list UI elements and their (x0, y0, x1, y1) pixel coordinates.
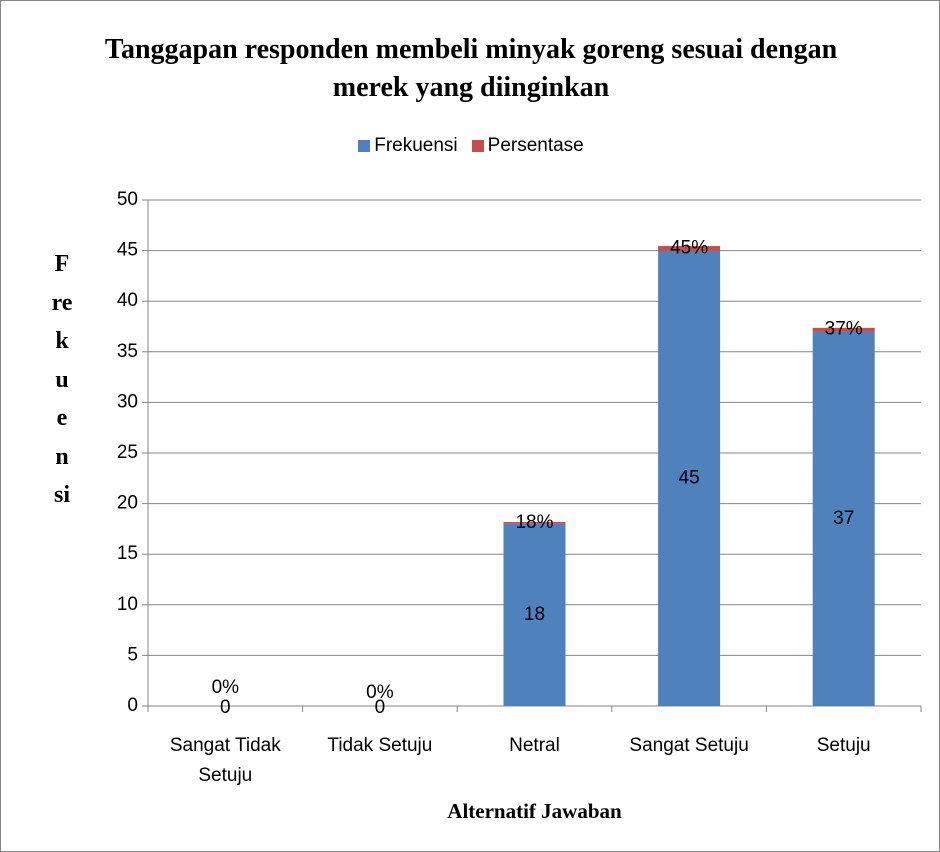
legend-item: Frekuensi (358, 135, 458, 157)
bar-segment (503, 523, 566, 706)
y-tick-label: 0 (127, 695, 138, 716)
bar-segment (503, 522, 566, 524)
data-label: 0% (212, 677, 240, 698)
y-tick-label: 10 (117, 594, 138, 615)
y-tick-label: 25 (117, 442, 138, 463)
y-tick-label: 5 (127, 644, 138, 665)
data-label: 37 (833, 508, 854, 529)
y-tick-label: 35 (117, 341, 138, 362)
data-label: 0 (220, 697, 231, 718)
x-tick-label: Setuju (816, 735, 871, 756)
y-tick-label: 40 (117, 290, 138, 311)
bar-segment (812, 327, 875, 332)
legend-swatch (358, 140, 371, 152)
y-axis-title: Frekuensi (51, 251, 73, 508)
data-label: 45% (670, 237, 708, 258)
legend-label: Persentase (487, 135, 584, 156)
bar-segment (658, 250, 721, 706)
bar-segment (658, 246, 721, 251)
legend: Frekuensi Persentase (1, 135, 940, 157)
data-label: 0% (366, 682, 394, 703)
data-label: 45 (679, 467, 700, 488)
legend-item: Persentase (471, 135, 584, 157)
y-tick-label: 15 (117, 543, 138, 564)
y-tick-label: 50 (117, 189, 138, 210)
x-tick-label: Netral (509, 735, 560, 756)
data-label: 18% (515, 512, 553, 533)
chart-title: Tanggapan responden membeli minyak goren… (104, 34, 838, 103)
x-tick-label: Tidak Setuju (327, 735, 433, 756)
x-axis-title: Alternatif Jawaban (447, 799, 622, 823)
legend-swatch (471, 140, 484, 152)
y-tick-label: 20 (117, 493, 138, 514)
y-tick-label: 45 (117, 240, 138, 261)
data-label: 37% (825, 319, 863, 340)
legend-label: Frekuensi (374, 135, 458, 156)
data-label: 18 (524, 604, 545, 625)
y-tick-label: 30 (117, 391, 138, 412)
data-label: 0 (375, 697, 386, 718)
x-tick-label: Sangat Tidak Setuju (169, 735, 281, 786)
bar-segment (812, 331, 875, 706)
x-tick-label: Sangat Setuju (629, 735, 749, 756)
